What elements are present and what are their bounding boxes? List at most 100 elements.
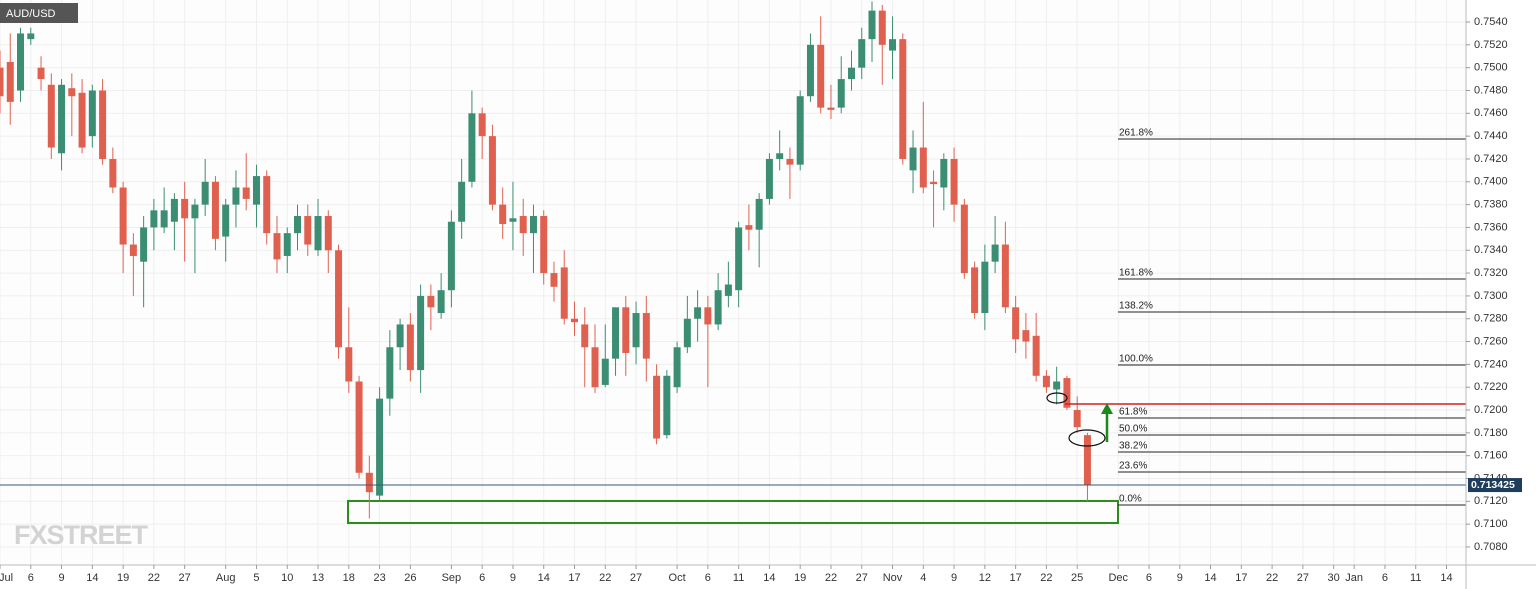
x-tick-label: 11 xyxy=(1410,572,1421,584)
candle-body xyxy=(304,216,312,245)
x-tick-label: 17 xyxy=(1010,572,1022,584)
y-tick-label: 0.7180 xyxy=(1474,427,1508,439)
candle-body xyxy=(806,44,814,97)
candle-body xyxy=(488,136,496,205)
x-tick-label: 17 xyxy=(1235,572,1247,584)
fib-label: 138.2% xyxy=(1119,301,1153,312)
candle-body xyxy=(222,204,230,237)
highlight-ellipse xyxy=(1046,392,1068,404)
fib-label: 50.0% xyxy=(1119,424,1147,435)
candle-body xyxy=(612,307,620,359)
current-price-label: 0.713425 xyxy=(1471,479,1515,491)
y-tick-label: 0.7080 xyxy=(1474,541,1508,553)
x-tick-label: 5 xyxy=(253,572,259,584)
candle-body xyxy=(796,96,804,165)
candle-body xyxy=(365,472,373,493)
candle-body xyxy=(314,216,322,251)
x-tick-label: 19 xyxy=(117,572,129,584)
y-tick-label: 0.7200 xyxy=(1474,404,1508,416)
candle-body xyxy=(581,324,589,348)
title-box xyxy=(0,3,78,23)
x-tick-label: 27 xyxy=(1297,572,1309,584)
candle-body xyxy=(714,290,722,325)
x-tick-label: 14 xyxy=(763,572,775,584)
candle-body xyxy=(858,39,866,68)
x-tick-label: 9 xyxy=(951,572,957,584)
candle-body xyxy=(735,227,743,291)
candle-body xyxy=(263,176,271,234)
candle-body xyxy=(396,324,404,348)
chart-title: AUD/USD xyxy=(6,8,56,20)
candle-body xyxy=(140,227,148,262)
x-tick-label: 23 xyxy=(373,572,385,584)
x-tick-label: 27 xyxy=(856,572,868,584)
candle-body xyxy=(294,216,302,234)
x-tick-label: 9 xyxy=(510,572,516,584)
candle-body xyxy=(468,113,476,182)
y-tick-label: 0.7520 xyxy=(1474,39,1508,51)
y-tick-label: 0.7540 xyxy=(1474,16,1508,28)
candle-body xyxy=(458,181,466,222)
candle-body xyxy=(109,158,117,188)
y-tick-label: 0.7360 xyxy=(1474,221,1508,233)
candle-body xyxy=(170,198,178,222)
x-tick-label: 17 xyxy=(568,572,580,584)
candle-body xyxy=(191,204,199,219)
candle-body xyxy=(878,10,886,45)
candle-body xyxy=(653,375,661,439)
candle-body xyxy=(88,90,96,137)
y-tick-label: 0.7500 xyxy=(1474,62,1508,74)
candle-body xyxy=(560,267,568,319)
candle-body xyxy=(950,158,958,205)
candle-body xyxy=(37,67,45,80)
fib-label: 161.8% xyxy=(1119,268,1153,279)
candle-body xyxy=(765,158,773,199)
candle-body xyxy=(776,153,784,159)
y-tick-label: 0.7480 xyxy=(1474,84,1508,96)
candle-body xyxy=(406,324,414,371)
candle-body xyxy=(355,381,363,473)
watermark: FXSTREET xyxy=(14,520,149,550)
candle-body xyxy=(786,158,794,165)
candle-body xyxy=(971,267,979,314)
candle-body xyxy=(1063,378,1071,408)
y-tick-label: 0.7240 xyxy=(1474,358,1508,370)
candle-body xyxy=(273,233,281,260)
x-tick-label: 9 xyxy=(58,572,64,584)
x-tick-label: 6 xyxy=(479,572,485,584)
candle-body xyxy=(817,44,825,108)
x-tick-label: 10 xyxy=(281,572,293,584)
y-tick-label: 0.7460 xyxy=(1474,107,1508,119)
x-tick-label: 22 xyxy=(1040,572,1052,584)
candle-body xyxy=(663,375,671,436)
x-tick-label: Nov xyxy=(883,572,903,584)
x-tick-label: 22 xyxy=(599,572,611,584)
candle-body xyxy=(427,295,435,308)
x-tick-label: 14 xyxy=(1440,572,1452,584)
fib-label: 23.6% xyxy=(1119,461,1147,472)
candle-body xyxy=(755,198,763,230)
candle-body xyxy=(17,33,25,91)
x-tick-label: Aug xyxy=(216,572,236,584)
y-tick-label: 0.7300 xyxy=(1474,290,1508,302)
candle-body xyxy=(960,204,968,274)
y-tick-label: 0.7400 xyxy=(1474,176,1508,188)
x-tick-label: 18 xyxy=(343,572,355,584)
candle-body xyxy=(1042,375,1050,388)
x-tick-label: 6 xyxy=(28,572,34,584)
fib-label: 61.8% xyxy=(1119,407,1147,418)
candle-body xyxy=(724,284,732,296)
candle-body xyxy=(150,210,158,228)
candle-body xyxy=(376,398,384,496)
candle-body xyxy=(417,295,425,371)
candle-body xyxy=(78,92,86,148)
candle-body xyxy=(981,261,989,314)
candle-body xyxy=(704,307,712,325)
y-tick-label: 0.7160 xyxy=(1474,450,1508,462)
candle-body xyxy=(529,216,537,234)
candle-body xyxy=(991,244,999,262)
candle-body xyxy=(27,33,35,40)
candle-body xyxy=(570,318,578,323)
candle-body xyxy=(1022,330,1030,342)
candle-body xyxy=(1032,335,1040,376)
